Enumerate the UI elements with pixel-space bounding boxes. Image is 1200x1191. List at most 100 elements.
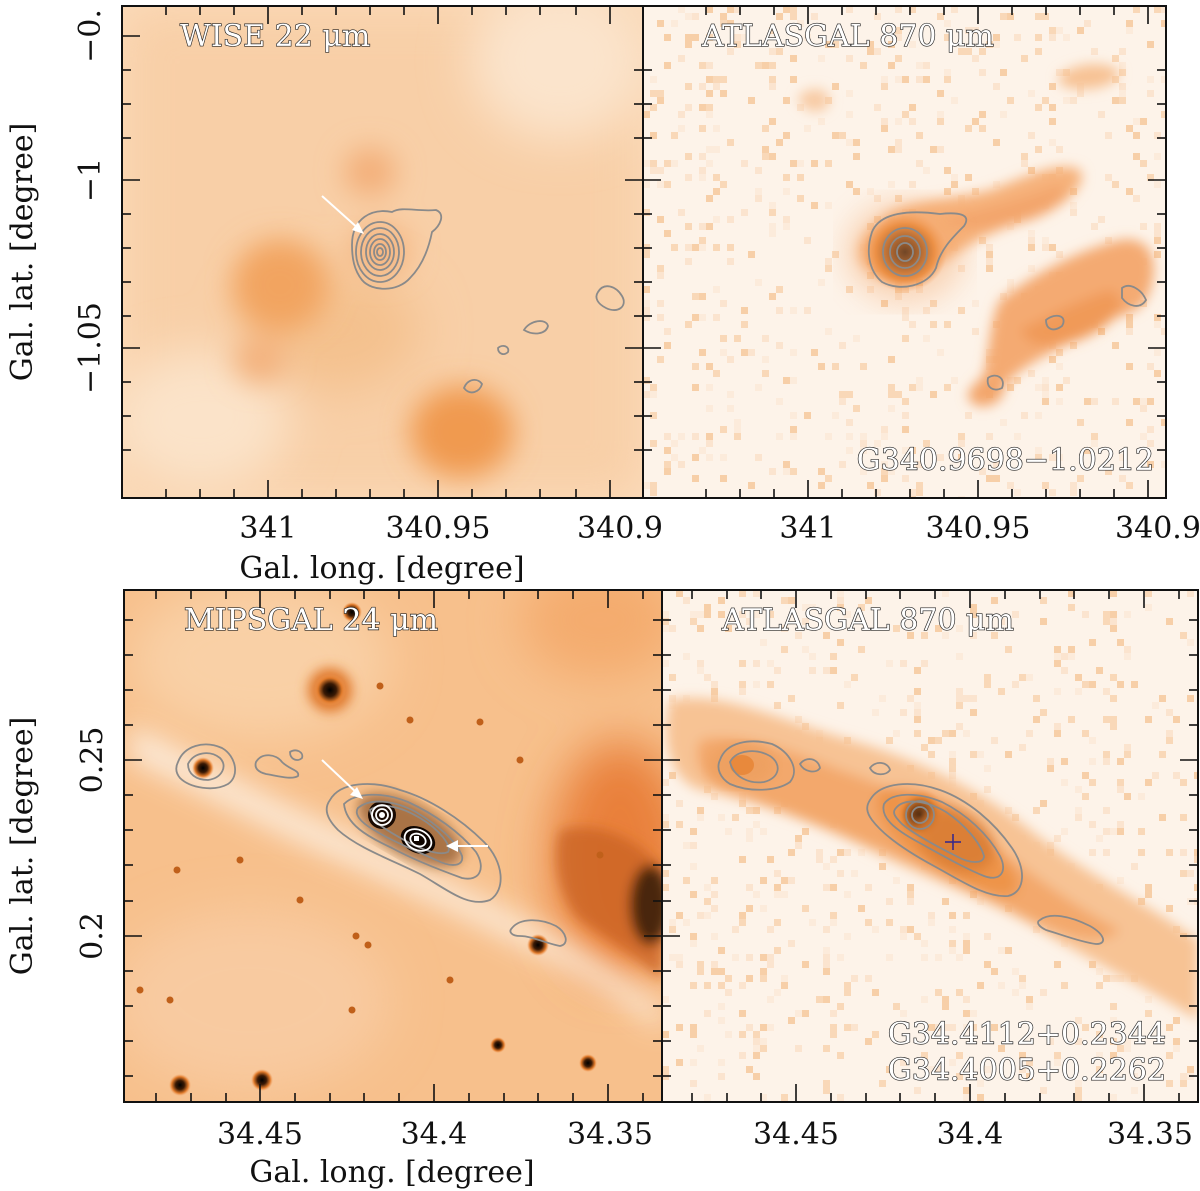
noise-pixel [734, 419, 741, 426]
noise-pixel [1049, 489, 1056, 496]
noise-pixel [662, 660, 669, 667]
noise-pixel [767, 681, 774, 688]
noise-pixel [781, 1094, 788, 1101]
noise-pixel [769, 468, 776, 475]
noise-pixel [753, 590, 760, 597]
noise-pixel [643, 209, 650, 216]
noise-pixel [1159, 814, 1166, 821]
noise-pixel [1061, 758, 1068, 765]
noise-pixel [942, 590, 949, 597]
noise-pixel [830, 1031, 837, 1038]
noise-pixel [965, 174, 972, 181]
noise-pixel [790, 433, 797, 440]
noise-pixel [844, 849, 851, 856]
noise-pixel [1131, 863, 1138, 870]
noise-pixel [699, 244, 706, 251]
noise-pixel [1124, 793, 1131, 800]
noise-pixel [837, 702, 844, 709]
noise-pixel [958, 440, 965, 447]
noise-pixel [923, 62, 930, 69]
noise-pixel [741, 321, 748, 328]
noise-pixel [683, 653, 690, 660]
noise-pixel [685, 223, 692, 230]
noise-pixel [900, 933, 907, 940]
noise-pixel [788, 849, 795, 856]
noise-pixel [1131, 681, 1138, 688]
noise-pixel [860, 440, 867, 447]
noise-pixel [1054, 723, 1061, 730]
noise-pixel [823, 961, 830, 968]
noise-pixel [1117, 975, 1124, 982]
noise-pixel [706, 454, 713, 461]
bottom-ticks [124, 590, 1198, 1102]
noise-pixel [657, 314, 664, 321]
mipsgal-arrows [321, 759, 488, 852]
noise-pixel [846, 139, 853, 146]
noise-pixel [825, 433, 832, 440]
noise-pixel [881, 461, 888, 468]
noise-pixel [886, 898, 893, 905]
noise-pixel [956, 688, 963, 695]
noise-pixel [662, 884, 669, 891]
noise-pixel [837, 870, 844, 877]
noise-pixel [1021, 55, 1028, 62]
noise-pixel [776, 433, 783, 440]
noise-pixel [1133, 398, 1140, 405]
noise-pixel [802, 646, 809, 653]
noise-pixel [776, 13, 783, 20]
noise-pixel [956, 1052, 963, 1059]
noise-pixel [886, 737, 893, 744]
noise-pixel [1068, 604, 1075, 611]
noise-pixel [921, 632, 928, 639]
noise-pixel [676, 821, 683, 828]
noise-pixel [720, 76, 727, 83]
wise-arrow [321, 195, 364, 234]
noise-pixel [706, 223, 713, 230]
noise-pixel [963, 940, 970, 947]
bottom-x-axis-title: Gal. long. [degree] [249, 1155, 534, 1190]
noise-pixel [692, 34, 699, 41]
noise-pixel [643, 391, 650, 398]
noise-pixel [1035, 447, 1042, 454]
noise-pixel [963, 730, 970, 737]
noise-pixel [1089, 779, 1096, 786]
noise-pixel [1012, 814, 1019, 821]
noise-pixel [704, 1010, 711, 1017]
noise-pixel [1124, 653, 1131, 660]
noise-pixel [1077, 90, 1084, 97]
noise-pixel [664, 62, 671, 69]
noise-pixel [706, 440, 713, 447]
noise-pixel [1154, 314, 1161, 321]
noise-pixel [1063, 97, 1070, 104]
noise-pixel [776, 342, 783, 349]
noise-pixel [685, 258, 692, 265]
noise-pixel [1033, 695, 1040, 702]
noise-pixel [706, 34, 713, 41]
noise-pixel [683, 597, 690, 604]
noise-pixel [846, 391, 853, 398]
noise-pixel [930, 321, 937, 328]
noise-pixel [881, 125, 888, 132]
noise-pixel [825, 258, 832, 265]
noise-pixel [664, 230, 671, 237]
noise-pixel [781, 597, 788, 604]
noise-pixel [802, 961, 809, 968]
noise-pixel [818, 363, 825, 370]
noise-pixel [1105, 174, 1112, 181]
noise-pixel [739, 856, 746, 863]
noise-pixel [874, 440, 881, 447]
noise-pixel [832, 132, 839, 139]
noise-pixel [739, 919, 746, 926]
noise-pixel [1019, 1052, 1026, 1059]
noise-pixel [718, 1003, 725, 1010]
noise-pixel [986, 244, 993, 251]
noise-pixel [853, 188, 860, 195]
noise-pixel [643, 286, 650, 293]
noise-pixel [935, 1024, 942, 1031]
noise-pixel [1007, 279, 1014, 286]
noise-pixel [1028, 90, 1035, 97]
noise-pixel [977, 982, 984, 989]
top-x-tick-1: 340.95 [386, 511, 491, 546]
atlasgal-bottom-source-1: G34.4112+0.2344 [888, 1017, 1166, 1052]
noise-pixel [811, 349, 818, 356]
